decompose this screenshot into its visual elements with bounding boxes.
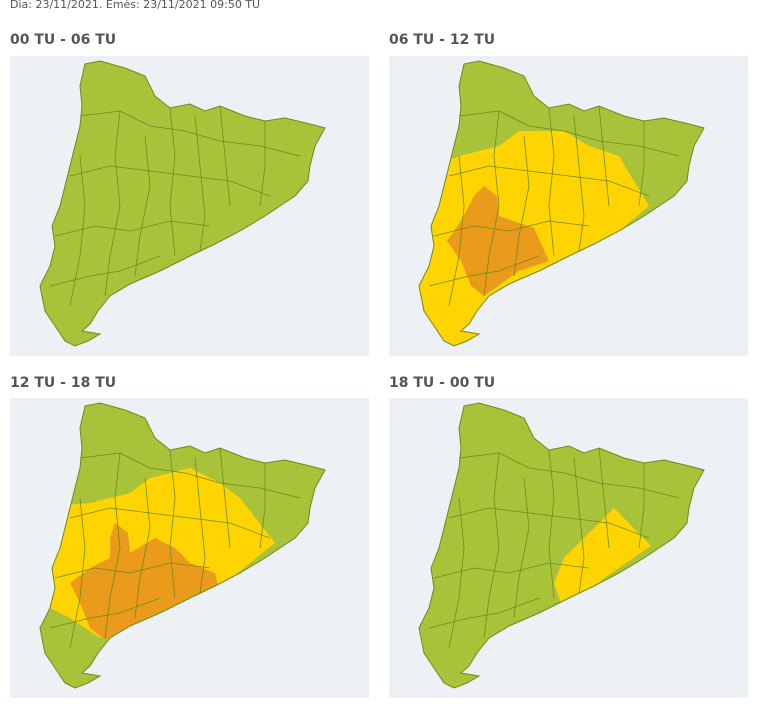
map-panel <box>10 56 369 356</box>
panel-title: 12 TU - 18 TU <box>10 375 117 391</box>
map <box>418 60 705 347</box>
map <box>39 402 326 689</box>
panel-title: 18 TU - 00 TU <box>389 375 496 391</box>
map-panel <box>389 56 748 356</box>
header-text: Dia: 23/11/2021. Emès: 23/11/2021 09:50 … <box>10 0 261 11</box>
panel-title: 00 TU - 06 TU <box>10 32 117 48</box>
map <box>418 402 705 689</box>
panel-title: 06 TU - 12 TU <box>389 32 496 48</box>
map-panel <box>10 398 369 698</box>
map-panel <box>389 398 748 698</box>
map <box>39 60 326 347</box>
